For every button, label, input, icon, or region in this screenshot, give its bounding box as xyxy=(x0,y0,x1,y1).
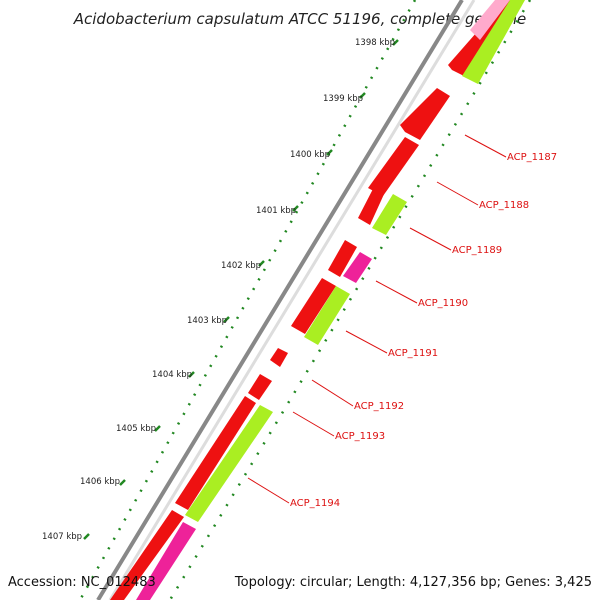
green-feature[interactable] xyxy=(372,194,407,235)
tick-label: 1406 kbp xyxy=(80,477,120,487)
gene-label[interactable]: ACP_1192 xyxy=(354,401,404,412)
leader-line xyxy=(375,280,418,304)
green-feature[interactable] xyxy=(462,0,525,84)
tick-label: 1402 kbp xyxy=(221,261,261,271)
tick-label: 1401 kbp xyxy=(256,206,296,216)
genome-title: Acidobacterium capsulatum ATCC 51196, co… xyxy=(73,10,527,28)
tick-label: 1400 kbp xyxy=(290,150,330,160)
cds-feature[interactable] xyxy=(270,348,288,367)
scale-tick xyxy=(292,205,299,212)
gene-label[interactable]: ACP_1193 xyxy=(335,431,385,442)
gene-label[interactable]: ACP_1189 xyxy=(452,245,502,256)
gene-label[interactable]: ACP_1187 xyxy=(507,152,557,163)
gene-label-leaders xyxy=(247,134,507,504)
scale-tick xyxy=(119,479,126,486)
scale-tick xyxy=(258,260,265,267)
green-feature[interactable] xyxy=(185,405,273,522)
scale-tick xyxy=(223,316,230,323)
cds-feature[interactable] xyxy=(328,240,357,277)
scale-tick xyxy=(83,533,90,540)
scale-ticks xyxy=(83,39,399,540)
gene-labels: ACP_1187 ACP_1188 ACP_1189 ACP_1190 ACP_… xyxy=(290,152,557,509)
leader-line xyxy=(464,134,507,158)
leader-line xyxy=(247,477,290,504)
tick-label: 1399 kbp xyxy=(323,94,363,104)
leader-line xyxy=(409,227,452,251)
cds-feature[interactable] xyxy=(110,510,184,600)
gene-label[interactable]: ACP_1194 xyxy=(290,498,340,509)
tick-label: 1398 kbp xyxy=(355,38,395,48)
gene-features xyxy=(110,0,525,600)
gene-label[interactable]: ACP_1191 xyxy=(388,348,438,359)
cds-feature[interactable] xyxy=(248,374,272,400)
scale-tick xyxy=(359,92,366,99)
genome-backbone-inner xyxy=(108,0,476,600)
leader-line xyxy=(292,411,335,437)
accession-text: Accession: NC_012483 xyxy=(8,575,156,590)
leader-line xyxy=(345,330,388,354)
tick-label: 1403 kbp xyxy=(187,316,227,326)
genome-stats-text: Topology: circular; Length: 4,127,356 bp… xyxy=(234,575,592,590)
pink-feature[interactable] xyxy=(470,0,510,40)
leader-line xyxy=(311,379,354,407)
scale-tick xyxy=(392,39,399,46)
genome-backbone xyxy=(96,0,464,600)
scale-track xyxy=(78,0,417,600)
scale-tick xyxy=(326,149,333,156)
cds-feature[interactable] xyxy=(400,88,450,140)
scale-tick xyxy=(154,425,161,432)
scale-tick xyxy=(188,371,195,378)
outer-dotted-track xyxy=(168,0,532,600)
cds-feature[interactable] xyxy=(175,396,256,510)
tick-label: 1404 kbp xyxy=(152,370,192,380)
gene-label[interactable]: ACP_1188 xyxy=(479,200,529,211)
cds-feature[interactable] xyxy=(368,137,419,196)
tick-label: 1407 kbp xyxy=(42,532,82,542)
cds-feature[interactable] xyxy=(291,278,336,334)
tick-label: 1405 kbp xyxy=(116,424,156,434)
leader-line xyxy=(436,181,479,206)
green-feature[interactable] xyxy=(304,286,350,345)
pink-feature[interactable] xyxy=(343,252,372,283)
cds-feature[interactable] xyxy=(358,185,385,225)
tick-labels: 1398 kbp 1399 kbp 1400 kbp 1401 kbp 1402… xyxy=(42,38,395,542)
gene-label[interactable]: ACP_1190 xyxy=(418,298,468,309)
pink-feature[interactable] xyxy=(136,522,196,600)
